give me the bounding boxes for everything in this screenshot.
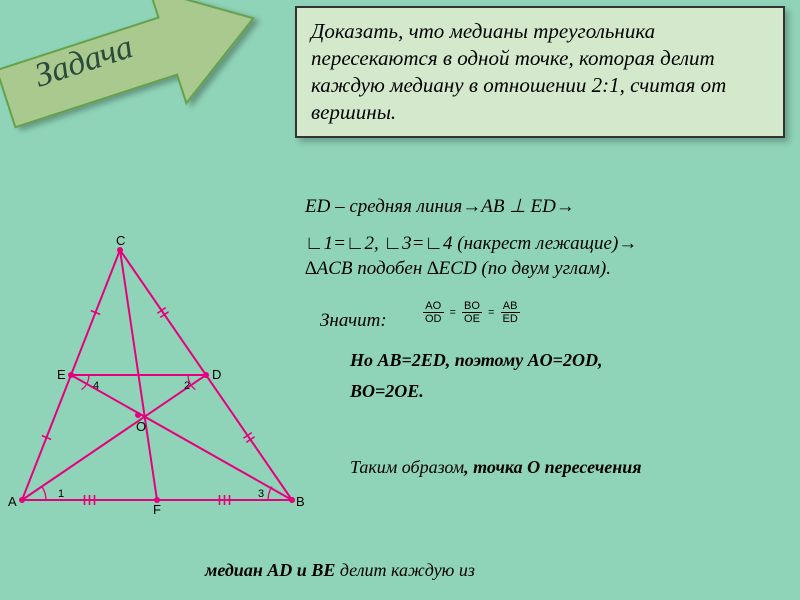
proof-line-4: Но AB=2ED, поэтому AO=2OD, BO=2OE.	[350, 345, 602, 406]
svg-text:O: O	[136, 419, 146, 434]
proof-line-5: Таким образом, точка O пересечения	[350, 455, 780, 480]
svg-text:2: 2	[184, 380, 190, 392]
proof-line-4a: Но AB=2ED, поэтому AO=2OD,	[350, 350, 602, 370]
proof-line-5a: Таким образом	[350, 457, 464, 477]
svg-text:A: A	[8, 494, 17, 509]
svg-text:D: D	[212, 367, 221, 382]
proof-line-2a: ∟1=∟2, ∟3=∟4 (накрест лежащие)→	[305, 233, 637, 254]
svg-text:1: 1	[58, 488, 64, 500]
svg-text:E: E	[57, 367, 66, 382]
proof-line-3: Значит:	[320, 310, 387, 332]
svg-text:4: 4	[93, 380, 99, 392]
task-arrow-badge: Задача	[0, 0, 288, 181]
proof-line-2b: ∆ACB подобен ∆ECD (по двум углам).	[305, 258, 611, 279]
proof-line-6b: делит каждую из	[335, 560, 475, 580]
proof-line-4b: BO=2OE.	[350, 381, 424, 401]
svg-text:3: 3	[258, 488, 264, 500]
proof-line-6a: медиан AD и BE	[205, 560, 335, 580]
triangle-diagram: A B C D E F O 1 2 3 4	[2, 235, 312, 530]
svg-text:C: C	[116, 235, 125, 248]
svg-text:B: B	[296, 494, 305, 509]
proof-line-1: ED – средняя линия→AB ⊥ ED→	[305, 195, 575, 218]
proof-line-6: медиан AD и BE делит каждую из	[205, 560, 785, 581]
problem-statement: Доказать, что медианы треугольника перес…	[295, 6, 785, 138]
proof-line-5b: , точка O пересечения	[464, 457, 641, 477]
svg-text:F: F	[153, 502, 161, 517]
ratio-formula: AOOD = BOOE = ABED	[420, 300, 523, 325]
proof-line-2: ∟1=∟2, ∟3=∟4 (накрест лежащие)→ ∆ACB под…	[305, 232, 637, 281]
